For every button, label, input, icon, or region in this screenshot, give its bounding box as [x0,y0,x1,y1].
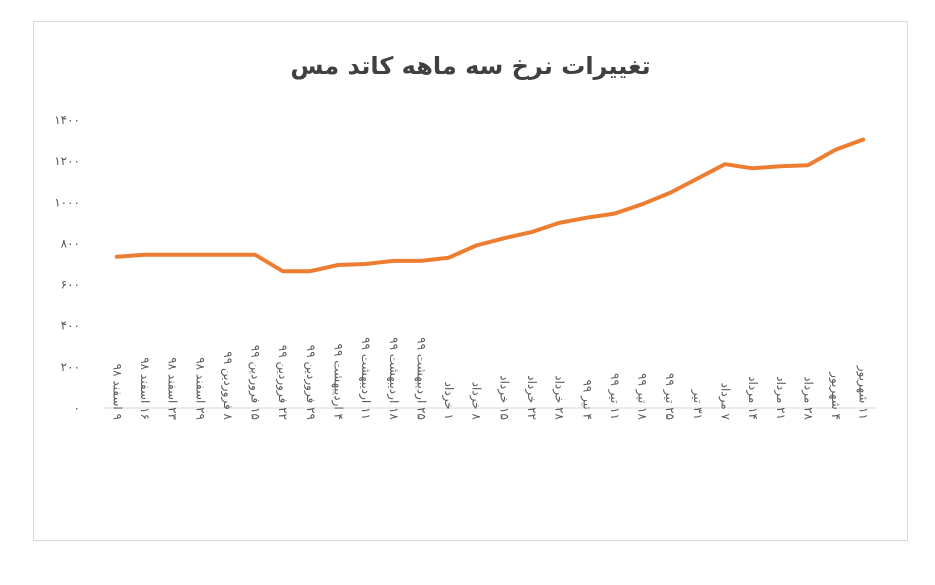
x-tick-label: ۴ شهریور [828,371,843,420]
chart-frame: تغییرات نرخ سه ماهه کاتد مس [33,21,908,541]
y-tick-label: ۱۰۰۰ [54,195,80,209]
y-tick-label: ۰ [74,401,80,415]
x-tick-label: ۹ اسفند ۹۸ [110,364,124,420]
x-tick-label: ۱ خرداد [441,382,456,420]
x-tick-label: ۸ فروردین ۹۹ [220,351,235,420]
x-tick-label: ۱۶ اسفند ۹۸ [138,357,152,420]
x-tick-labels: ۹ اسفند ۹۸ ۱۶ اسفند ۹۸ ۲۳ اسفند ۹۸ ۲۹ اسفند… [110,337,870,420]
x-tick-label: ۲۹ فروردین ۹۹ [303,345,318,420]
x-tick-label: ۲۵ اردیبهشت ۹۹ [413,337,428,420]
x-tick-label: ۲۹ اسفند ۹۸ [193,357,207,420]
y-tick-label: ۶۰۰ [61,278,80,292]
x-tick-label: ۱۱ اردیبهشت ۹۹ [358,337,373,420]
series-line [114,137,866,274]
x-tick-label: ۲۲ فروردین ۹۹ [275,345,290,420]
x-tick-label: ۲۲ خرداد [524,375,539,420]
x-tick-label: ۴ اردیبهشت ۹۹ [330,344,345,420]
series-layer [114,137,866,274]
x-tick-label: ۱۱ تیر ۹۹ [607,373,622,420]
x-tick-label: ۷ مرداد [717,383,732,421]
x-tick-label: ۲۱ مرداد [773,376,788,420]
x-tick-label: ۳۱ تیر [690,389,705,420]
x-tick-label: ۲۸ خرداد [552,375,567,420]
x-tick-label: ۲۸ مرداد [800,376,815,420]
y-tick-labels: ۰ ۲۰۰ ۴۰۰ ۶۰۰ ۸۰۰ ۱۰۰۰ ۱۲۰۰ ۱۴۰۰ [54,113,80,415]
x-tick-label: ۱۸ اردیبهشت ۹۹ [386,337,401,420]
y-tick-label: ۸۰۰ [61,236,80,250]
x-tick-label: ۱۵ خرداد [496,375,511,420]
x-tick-label: ۴ تیر ۹۹ [579,379,594,420]
y-tick-label: ۲۰۰ [61,360,80,374]
x-tick-label: ۱۱ شهریور [856,365,871,420]
x-tick-label: ۲۳ اسفند ۹۸ [166,357,180,420]
x-tick-label: ۱۸ تیر ۹۹ [635,373,650,421]
x-tick-label: ۸ خرداد [469,382,484,421]
x-tick-label: ۱۵ فروردین ۹۹ [248,345,263,420]
y-tick-label: ۴۰۰ [61,319,80,333]
y-tick-label: ۱۲۰۰ [54,154,80,168]
chart-title: تغییرات نرخ سه ماهه کاتد مس [290,52,651,80]
y-tick-label: ۱۴۰۰ [54,113,80,127]
x-tick-label: ۱۴ مرداد [745,376,760,420]
x-tick-label: ۲۵ تیر ۹۹ [662,373,677,420]
